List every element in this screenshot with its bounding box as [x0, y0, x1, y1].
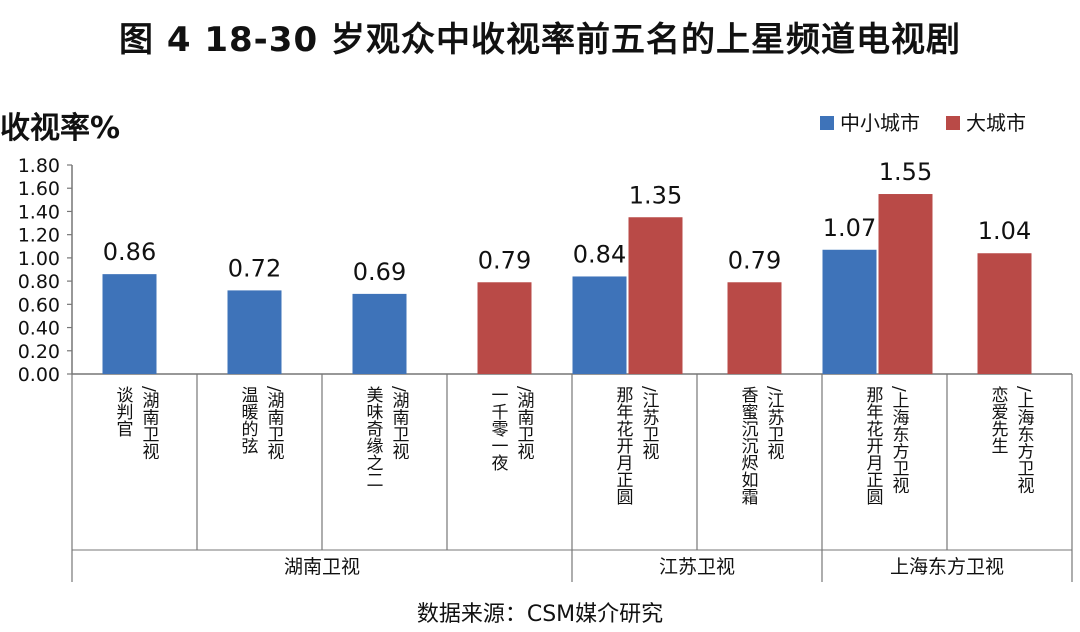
category-label: 谈判官 [113, 386, 134, 437]
bar-small-cities [352, 293, 407, 374]
group-label: 江苏卫视 [659, 556, 735, 578]
category-label: 那年花开月正圆 [863, 386, 884, 505]
bar-big-cities [628, 217, 683, 374]
data-label: 0.69 [353, 258, 406, 286]
data-label: 1.35 [629, 181, 682, 209]
y-tick-label: 1.80 [18, 155, 60, 177]
bar-small-cities [572, 276, 627, 374]
bar-big-cities [477, 282, 532, 374]
group-label: 上海东方卫视 [890, 556, 1004, 578]
y-tick-label: 0.20 [18, 341, 60, 363]
bar-big-cities [727, 282, 782, 374]
category-label: 一千零一夜 [488, 386, 509, 471]
category-label: /江苏卫视 [639, 386, 660, 460]
category-label: /湖南卫视 [514, 386, 535, 460]
bar-big-cities [878, 194, 933, 374]
category-label: 那年花开月正圆 [613, 386, 634, 505]
y-tick-label: 0.00 [18, 364, 60, 386]
category-label: /江苏卫视 [764, 386, 785, 460]
data-label: 0.86 [103, 238, 156, 266]
legend-swatch [946, 116, 960, 130]
data-label: 0.72 [228, 254, 281, 282]
bar-small-cities [227, 290, 282, 374]
chart-title: 图 4 18-30 岁观众中收视率前五名的上星频道电视剧 [119, 20, 961, 60]
y-tick-label: 1.00 [18, 248, 60, 270]
y-tick-label: 0.60 [18, 294, 60, 316]
y-axis-label: 收视率% [0, 111, 120, 146]
category-label: /上海东方卫视 [889, 386, 910, 494]
category-label: /湖南卫视 [389, 386, 410, 460]
data-label: 1.07 [823, 214, 876, 242]
category-label: 恋爱先生 [988, 385, 1009, 454]
bar-small-cities [822, 249, 877, 374]
category-label: /上海东方卫视 [1014, 386, 1035, 494]
source-note: 数据来源：CSM媒介研究 [416, 602, 664, 627]
data-label: 1.55 [879, 158, 932, 186]
category-label: /湖南卫视 [264, 386, 285, 460]
y-tick-label: 1.60 [18, 178, 60, 200]
y-tick-label: 1.40 [18, 201, 60, 223]
legend-swatch [820, 116, 834, 130]
data-label: 0.84 [573, 240, 626, 268]
data-label: 1.04 [978, 217, 1031, 245]
y-tick-label: 0.80 [18, 271, 60, 293]
data-label: 0.79 [728, 246, 781, 274]
group-label: 湖南卫视 [284, 556, 360, 578]
category-label: 美味奇缘之二 [363, 386, 384, 488]
legend-label: 大城市 [966, 111, 1026, 135]
y-tick-label: 0.40 [18, 318, 60, 340]
category-label: 温暖的弦 [238, 386, 259, 455]
legend-label: 中小城市 [840, 111, 920, 135]
data-label: 0.79 [478, 246, 531, 274]
bar-small-cities [102, 274, 157, 374]
bar-big-cities [977, 253, 1032, 374]
y-tick-label: 1.20 [18, 225, 60, 247]
category-label: /湖南卫视 [139, 386, 160, 460]
category-label: 香蜜沉沉烬如霜 [738, 386, 759, 505]
